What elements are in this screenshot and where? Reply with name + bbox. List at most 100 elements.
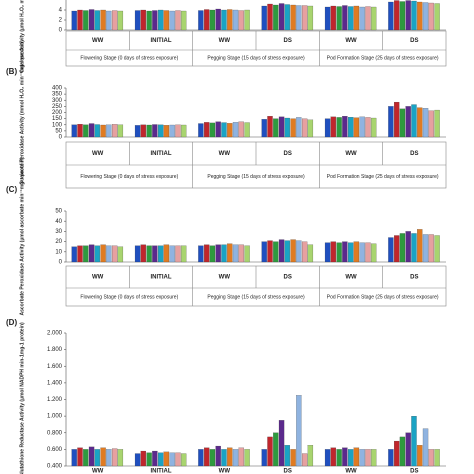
- bar: [330, 447, 336, 467]
- bar: [221, 244, 227, 263]
- bar: [146, 124, 152, 138]
- bar: [227, 9, 233, 31]
- bar: [134, 453, 141, 467]
- bar: [278, 420, 285, 467]
- y-axis-label: Glutathione Reductase Activity (µmol NAD…: [19, 322, 25, 474]
- bar: [198, 10, 204, 31]
- bar: [238, 244, 244, 263]
- bar: [359, 116, 365, 138]
- x-tick-label: DS: [283, 275, 291, 281]
- bar: [399, 1, 406, 31]
- bar: [221, 122, 227, 138]
- bar: [88, 9, 95, 31]
- bar: [83, 10, 89, 31]
- bar: [422, 108, 429, 138]
- bar: [106, 449, 112, 467]
- stage-label: Flowering Stage (0 days of stress exposu…: [80, 55, 178, 61]
- bar: [106, 245, 112, 263]
- bar: [209, 9, 216, 31]
- stage-label: Flowering Stage (0 days of stress exposu…: [80, 174, 178, 180]
- bar: [169, 245, 175, 263]
- bar: [181, 124, 187, 138]
- bar: [134, 245, 141, 263]
- bar: [215, 445, 221, 467]
- x-tick-label: WW: [219, 151, 231, 157]
- y-tick-label: 300: [52, 98, 63, 104]
- y-tick-label: 200: [52, 110, 63, 116]
- y-tick-label: 0.800: [47, 430, 63, 436]
- bar: [417, 445, 423, 467]
- bar: [394, 235, 400, 263]
- bar: [301, 241, 308, 263]
- bar: [152, 245, 158, 263]
- bar: [238, 121, 244, 138]
- bar: [336, 6, 342, 31]
- bar: [94, 449, 100, 467]
- bar: [244, 9, 250, 31]
- bar: [296, 5, 302, 31]
- bar: [106, 124, 112, 138]
- bar: [359, 242, 365, 263]
- bar: [71, 246, 77, 263]
- bar: [422, 428, 429, 467]
- x-tick-label: WW: [345, 275, 357, 281]
- bar: [227, 123, 233, 138]
- bar: [394, 0, 400, 31]
- y-tick-label: 0: [59, 135, 63, 141]
- bar: [411, 416, 417, 467]
- bar: [140, 9, 146, 31]
- bar: [301, 5, 308, 31]
- bar: [428, 2, 434, 31]
- bar: [353, 447, 360, 467]
- x-tick-label: DS: [283, 151, 291, 157]
- bar: [146, 452, 152, 467]
- bar: [290, 239, 296, 263]
- bar: [227, 447, 233, 467]
- bar: [221, 449, 227, 467]
- bar: [209, 449, 216, 467]
- bar: [342, 447, 348, 467]
- bar: [296, 240, 302, 263]
- bar: [261, 119, 267, 138]
- bar: [146, 10, 152, 31]
- bar: [163, 244, 170, 263]
- bar: [117, 246, 124, 263]
- bar: [278, 116, 285, 138]
- bar: [77, 124, 83, 138]
- bar: [428, 110, 434, 138]
- x-tick-label: WW: [345, 38, 357, 44]
- bar: [267, 3, 273, 31]
- bar: [88, 446, 95, 467]
- bar: [365, 449, 371, 467]
- y-tick-label: 30: [55, 229, 62, 235]
- y-tick-label: 350: [52, 92, 63, 98]
- bar: [273, 432, 279, 467]
- bar: [261, 5, 267, 31]
- bar: [359, 6, 365, 31]
- x-tick-label: WW: [92, 469, 104, 474]
- y-tick-label: 10: [55, 249, 62, 255]
- bar: [77, 9, 83, 31]
- y-tick-label: 2.000: [47, 331, 63, 337]
- bar: [169, 10, 175, 31]
- bar: [417, 107, 423, 138]
- bar: [267, 240, 273, 263]
- bar: [169, 124, 175, 138]
- bar: [399, 436, 406, 467]
- bar: [365, 6, 371, 31]
- bar: [394, 440, 400, 467]
- y-axis-label: Ascorbate Peroxidase Activity (µmol asco…: [19, 157, 25, 315]
- y-tick-label: 1.200: [47, 397, 63, 403]
- y-tick-label: 4: [59, 8, 63, 14]
- bar: [238, 447, 244, 467]
- bar: [388, 106, 394, 138]
- bar: [232, 9, 239, 31]
- bar: [428, 234, 434, 263]
- bar: [175, 452, 181, 467]
- x-tick-label: DS: [410, 38, 418, 44]
- bar: [83, 449, 89, 467]
- bar: [204, 447, 210, 467]
- bar: [324, 449, 331, 467]
- bar: [267, 116, 273, 138]
- bar: [204, 122, 210, 138]
